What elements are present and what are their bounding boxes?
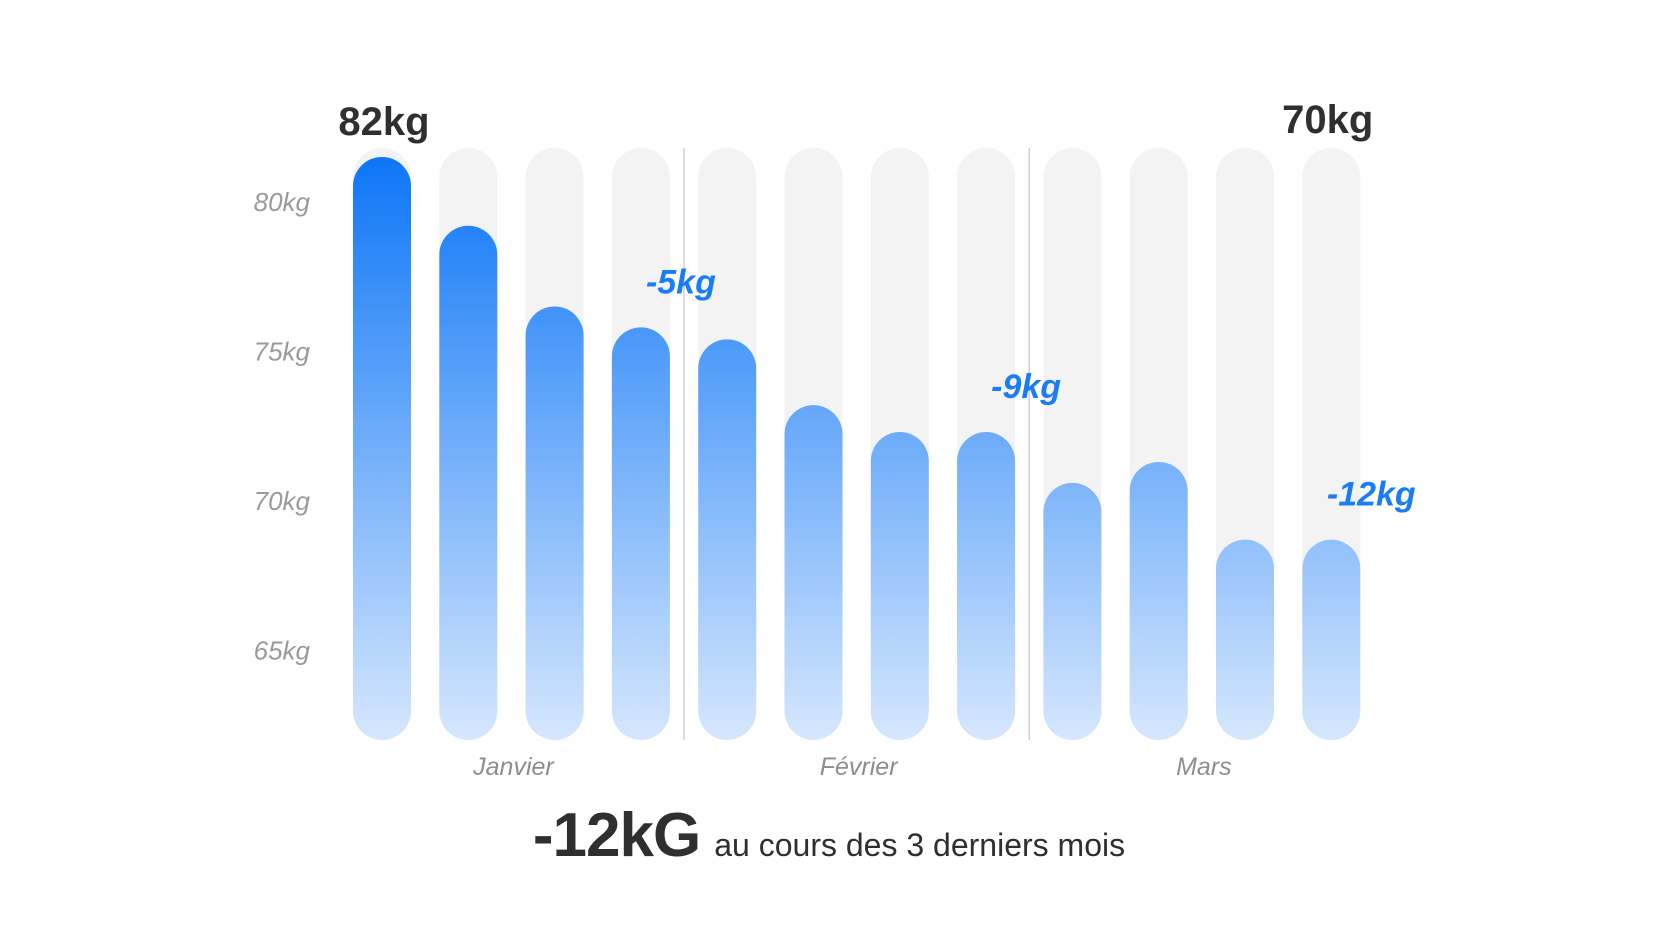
summary: -12kG au cours des 3 derniers mois (0, 800, 1658, 871)
bar (525, 306, 584, 740)
bar (698, 339, 757, 740)
month-label: Janvier (472, 753, 555, 781)
y-tick-label: 80kg (254, 187, 311, 217)
bar (1302, 539, 1361, 740)
bar (611, 327, 670, 740)
bar (353, 156, 411, 740)
bar (1129, 461, 1188, 740)
start-weight-label: 82kg (338, 100, 429, 144)
summary-text: au cours des 3 derniers mois (714, 827, 1126, 863)
month-label: Février (820, 753, 899, 781)
y-tick-label: 70kg (254, 486, 311, 516)
month-label: Mars (1176, 753, 1232, 781)
bar (870, 432, 929, 740)
delta-annotation: -5kg (646, 263, 716, 301)
bar (1043, 482, 1102, 740)
bar (784, 405, 843, 740)
y-tick-label: 65kg (254, 635, 311, 665)
bar (957, 432, 1016, 740)
end-weight-label: 70kg (1282, 98, 1373, 142)
bar (1216, 539, 1274, 740)
y-tick-label: 75kg (254, 336, 311, 366)
delta-annotation: -12kg (1327, 476, 1416, 514)
delta-annotation: -9kg (991, 368, 1061, 406)
summary-total: -12kG (532, 801, 701, 870)
bar (439, 225, 498, 741)
